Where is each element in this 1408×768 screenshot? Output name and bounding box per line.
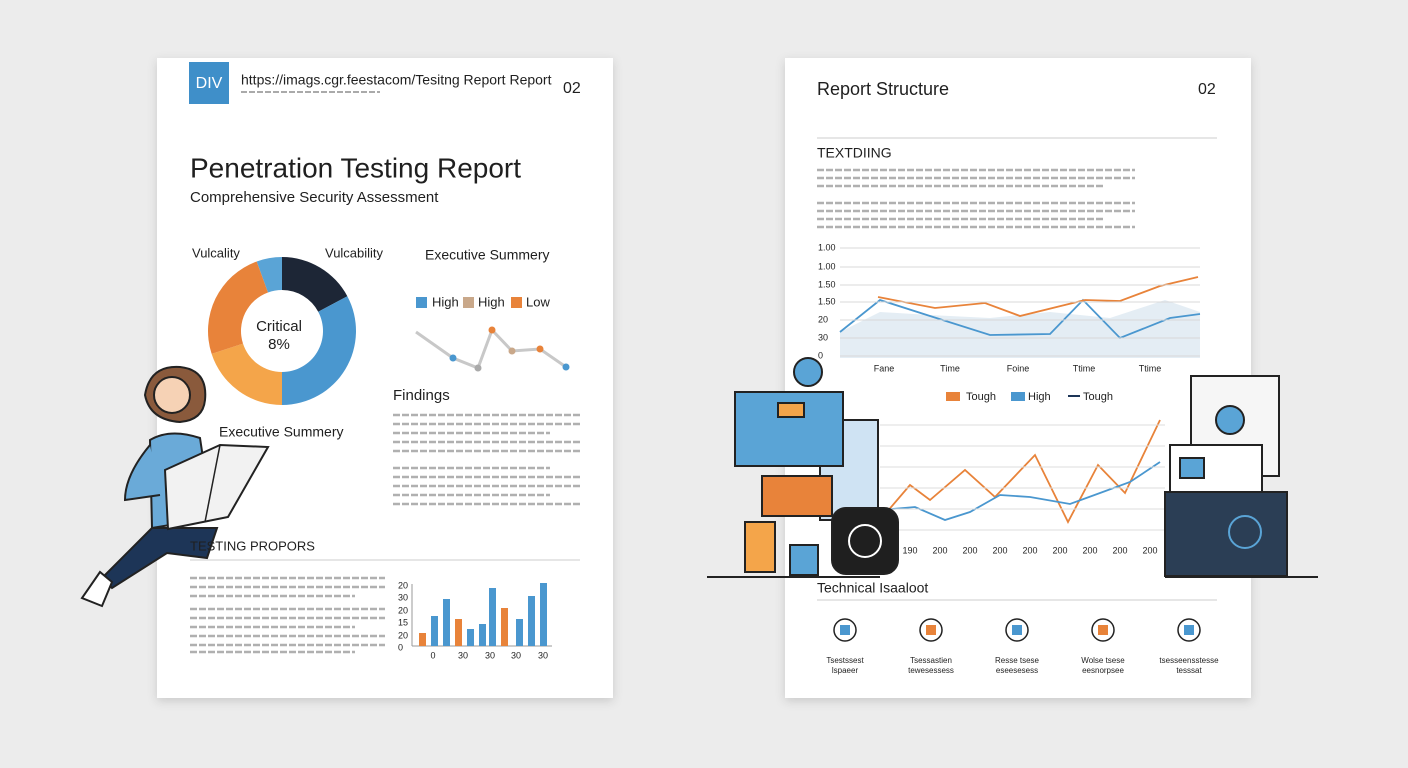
x-tick-label: 200 (992, 545, 1007, 555)
icon (1005, 618, 1029, 642)
icon (919, 618, 943, 642)
page-number: 02 (1198, 81, 1216, 98)
person-illustration (80, 365, 270, 608)
legend-label: Tough (966, 391, 996, 403)
x-tick-label: Fane (874, 363, 895, 373)
x-tick-label: 30 (511, 650, 521, 660)
icon (1177, 618, 1201, 642)
icon (1098, 625, 1108, 635)
x-tick-label: 30 (485, 650, 495, 660)
icon-caption: eseesesess (996, 666, 1038, 675)
y-tick-label: 20 (398, 605, 408, 615)
legend-swatch (946, 392, 960, 401)
legend-swatch (1011, 392, 1025, 401)
findings-heading: Findings (393, 387, 450, 404)
heading: TEXTDIING (817, 145, 892, 161)
right-sheet (785, 58, 1251, 698)
x-tick-label: 30 (458, 650, 468, 660)
donut-center-label: Critical (256, 318, 302, 335)
x-tick-label: 200 (1022, 545, 1037, 555)
icon-caption: tsesseensstesse (1159, 656, 1219, 665)
title: Report Structure (817, 79, 949, 99)
x-tick-label: Ttime (1073, 363, 1096, 373)
x-tick-label: Foine (1007, 363, 1030, 373)
icon-caption: Wolse tsese (1081, 656, 1125, 665)
logo-box (189, 62, 229, 104)
y-tick-label: 1.00 (818, 261, 836, 271)
y-tick-label: 20 (398, 630, 408, 640)
icon (1012, 625, 1022, 635)
x-tick-label: Time (940, 363, 960, 373)
tech-illustration (707, 357, 899, 578)
legend-label: High (432, 294, 459, 309)
icon (926, 625, 936, 635)
icon-caption: eesnorpsee (1082, 666, 1124, 675)
summary-dots (449, 326, 570, 372)
legend-swatch (511, 297, 522, 308)
y-tick-label: 15 (398, 617, 408, 627)
donut-label: Vulcality (192, 245, 240, 260)
y-tick-label: 1.00 (818, 242, 836, 252)
legend-label: High (478, 294, 505, 309)
x-tick-label: 0 (430, 650, 435, 660)
y-tick-label: 0 (398, 642, 403, 652)
legend-label: Low (526, 294, 550, 309)
testing-heading: TESTING PROPORS (190, 538, 315, 553)
x-tick-label: 200 (1142, 545, 1157, 555)
x-tick-label: 200 (932, 545, 947, 555)
executive-summary: Executive Summery (219, 424, 343, 440)
donut-segment (282, 296, 357, 405)
x-tick-label: Ttime (1139, 363, 1162, 373)
y-tick-label: 30 (398, 592, 408, 602)
donut-segment (208, 261, 268, 354)
technical-heading: Technical Isaaloot (817, 580, 928, 596)
donut (208, 257, 357, 405)
x-tick-label: 200 (1052, 545, 1067, 555)
icon-caption: tewesessess (908, 666, 954, 675)
x-tick-label: 30 (538, 650, 548, 660)
x-tick-label: 190 (902, 545, 917, 555)
y-tick-label: 1.50 (818, 296, 836, 306)
legend-label: High (1028, 391, 1051, 403)
donut-segment (256, 257, 282, 293)
url: https://imags.cgr.feestacom/Tesitng Repo… (241, 72, 552, 88)
subtitle: Comprehensive Security Assessment (190, 189, 439, 206)
title: Penetration Testing Report (190, 152, 521, 183)
lower-chart (879, 419, 1165, 531)
line-chart (839, 247, 1201, 358)
icon-caption: Tsestssest (826, 656, 864, 665)
icon-caption: Tsessastien (910, 656, 952, 665)
x-tick-label: 200 (1082, 545, 1097, 555)
icon (833, 618, 857, 642)
x-tick-label: 200 (962, 545, 977, 555)
page-number: 02 (563, 80, 581, 97)
x-tick-label: 200 (1112, 545, 1127, 555)
y-tick-label: 20 (398, 580, 408, 590)
donut-label: Vulcability (325, 245, 384, 260)
summary-title: Executive Summery (425, 247, 549, 263)
body-text (817, 168, 1135, 229)
doc-illustration (1164, 375, 1318, 578)
icon-caption: tesssat (1176, 666, 1202, 675)
donut-segment (211, 343, 282, 405)
bar-chart (411, 583, 552, 647)
legend-label: Tough (1083, 391, 1113, 403)
legend-swatch (463, 297, 474, 308)
icon-caption: Resse tsese (995, 656, 1040, 665)
donut-segment (282, 257, 348, 312)
icon (1184, 625, 1194, 635)
icon (1091, 618, 1115, 642)
donut-center-value: 8% (268, 336, 290, 353)
y-tick-label: 1.50 (818, 279, 836, 289)
y-tick-label: 0 (818, 350, 823, 360)
icon (840, 625, 850, 635)
y-tick-label: 30 (818, 332, 828, 342)
icon-caption: lspaeer (832, 666, 859, 675)
logo: DIV (196, 75, 223, 92)
legend-swatch (416, 297, 427, 308)
body-text (190, 413, 580, 654)
y-tick-label: 20 (818, 314, 828, 324)
